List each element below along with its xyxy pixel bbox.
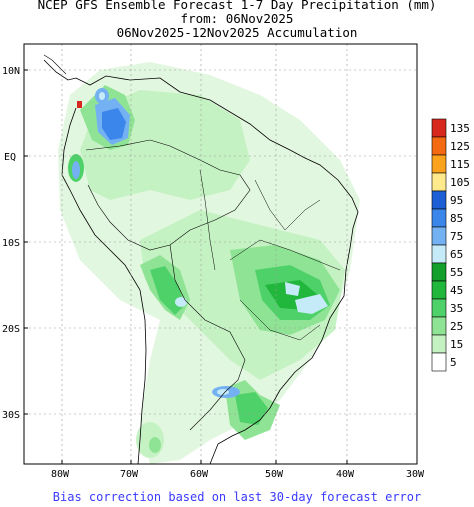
colorbar-label-25: 25: [450, 320, 463, 333]
state-borders-b: [239, 299, 321, 341]
colorbar-swatch-55: [431, 262, 447, 282]
colorbar-label-95: 95: [450, 194, 463, 207]
atlantic-coastline: [43, 59, 359, 464]
colorbar-label-135: 135: [450, 122, 470, 135]
colorbar-swatch-35: [431, 298, 447, 318]
lon-label-80w: 80W: [51, 469, 70, 480]
country-borders-south: [169, 244, 246, 431]
lon-label-40w: 40W: [336, 469, 355, 480]
lat-label-eq: EQ: [4, 152, 16, 163]
colorbar-swatch-65: [431, 244, 447, 264]
accumulation-period: 06Nov2025-12Nov2025 Accumulation: [116, 25, 358, 40]
state-borders-c: [254, 179, 321, 231]
lon-label-30w: 30W: [406, 469, 425, 480]
colorbar-swatch-5: [431, 352, 447, 372]
bias-correction-note: Bias correction based on last 30-day for…: [52, 490, 422, 504]
colorbar-label-5: 5: [450, 356, 457, 369]
colorbar-label-85: 85: [450, 212, 463, 225]
lat-label-30s: 30S: [2, 410, 20, 421]
precip-35-45-south: [235, 392, 268, 425]
tick-marks: [24, 69, 418, 464]
colorbar-swatch-75: [431, 226, 447, 246]
colorbar-label-65: 65: [450, 248, 463, 261]
colorbar-swatch-85: [431, 208, 447, 228]
precipitation-fields: [43, 54, 360, 464]
colorbar-swatch-135: [431, 118, 447, 138]
state-borders-d: [199, 169, 216, 271]
colorbar-swatch-15: [431, 334, 447, 354]
lat-label-20s: 20S: [2, 324, 20, 335]
colorbar-swatch-95: [431, 190, 447, 210]
state-borders-a: [229, 239, 341, 271]
colorbar-label-105: 105: [450, 176, 470, 189]
lon-label-60w: 60W: [190, 469, 209, 480]
colorbar-label-125: 125: [450, 140, 470, 153]
colorbar: 135 125 115 105 95 85 75 65 55 45 35 25 15 5: [431, 118, 470, 372]
gridlines: [24, 44, 417, 464]
precip-55-65-spot-b: [295, 294, 328, 314]
colorbar-swatch-105: [431, 172, 447, 192]
country-borders-north: [85, 139, 251, 251]
precip-55-65-spot-a: [285, 282, 300, 296]
colorbar-label-115: 115: [450, 158, 470, 171]
lon-label-70w: 70W: [120, 469, 139, 480]
colorbar-label-35: 35: [450, 302, 463, 315]
map-frame: [23, 43, 418, 465]
lat-label-10s: 10S: [2, 238, 20, 249]
lon-label-50w: 50W: [265, 469, 284, 480]
precip-55-65-south: [217, 389, 229, 395]
colorbar-label-75: 75: [450, 230, 463, 243]
colorbar-swatch-125: [431, 136, 447, 156]
colorbar-swatch-25: [431, 316, 447, 336]
lat-label-10n: 10N: [2, 66, 20, 77]
precip-25-35-andes: [149, 437, 161, 453]
precip-75-85-ecuador: [72, 161, 80, 179]
precip-55-65-west-spot: [175, 297, 187, 307]
colorbar-swatch-115: [431, 154, 447, 174]
forecast-init-date: from: 06Nov2025: [180, 11, 294, 26]
pacific-coastline: [61, 107, 147, 464]
colorbar-label-45: 45: [450, 284, 463, 297]
colorbar-swatch-45: [431, 280, 447, 300]
colorbar-label-15: 15: [450, 338, 463, 351]
colorbar-label-55: 55: [450, 266, 463, 279]
precip-135-max: [77, 101, 82, 108]
precip-85-95-colombia: [102, 108, 126, 140]
central-america-coast: [43, 54, 67, 75]
map-title: NCEP GFS Ensemble Forecast 1-7 Day Preci…: [37, 0, 437, 12]
precip-55-65-north: [99, 92, 105, 100]
